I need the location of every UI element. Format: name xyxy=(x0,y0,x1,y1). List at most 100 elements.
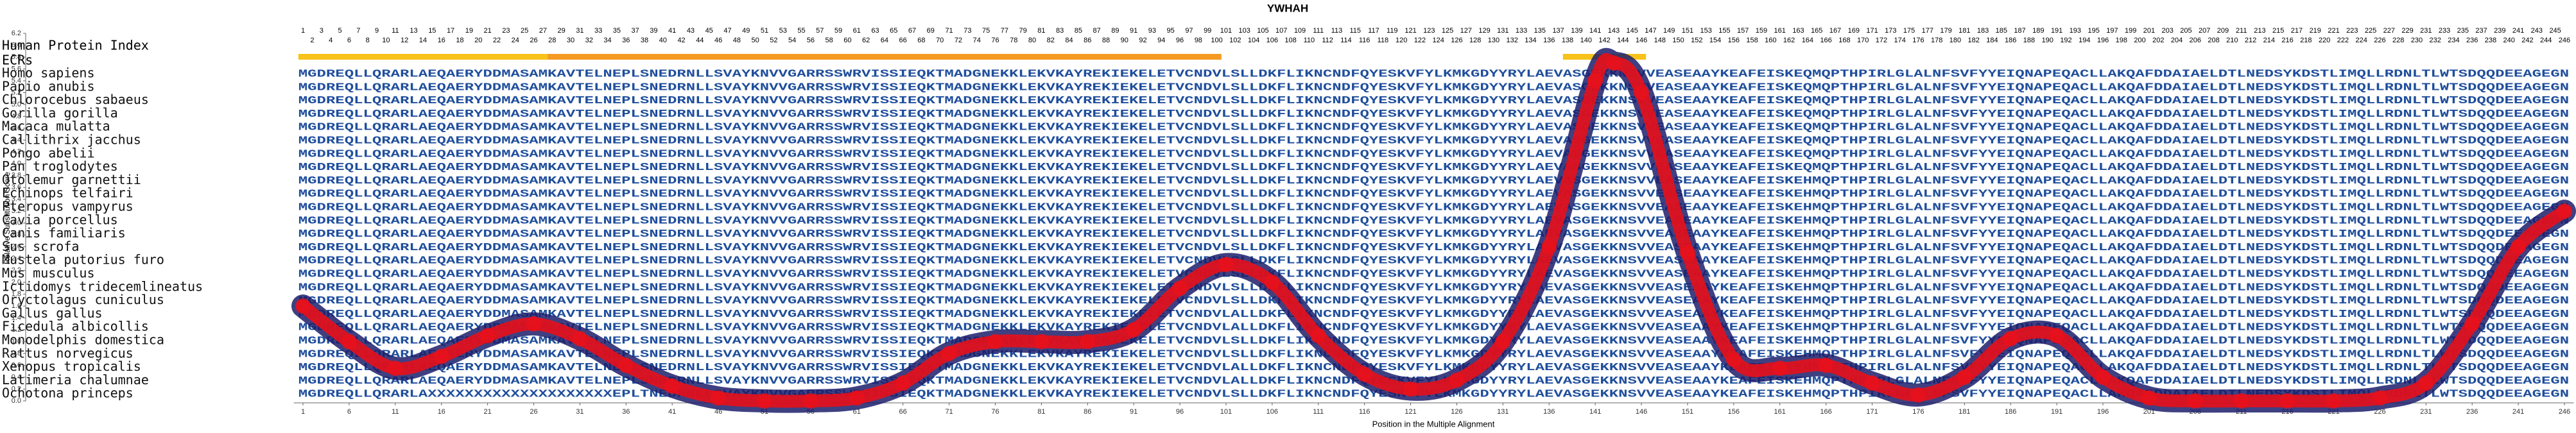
ecr-label: ECRs xyxy=(2,53,33,68)
x-tick-label: 16 xyxy=(438,408,445,416)
position-number: 195 xyxy=(2088,27,2099,35)
score-point xyxy=(1864,375,1880,391)
position-number: 77 xyxy=(1001,27,1008,35)
position-number: 197 xyxy=(2106,27,2118,35)
species-name: Sus scrofa xyxy=(2,239,79,254)
position-number: 87 xyxy=(1093,27,1101,35)
position-number: 43 xyxy=(687,27,695,35)
y-tick-label: 3.4 xyxy=(12,196,21,203)
x-tick-label: 111 xyxy=(1313,408,1324,416)
position-number: 153 xyxy=(1700,27,1712,35)
position-number: 177 xyxy=(1922,27,1933,35)
x-tick-label: 236 xyxy=(2466,408,2478,416)
score-point xyxy=(1033,334,1050,350)
y-tick-label: 1.2 xyxy=(12,326,21,334)
position-number: 44 xyxy=(696,37,704,44)
x-tick-label: 176 xyxy=(1912,408,1924,416)
position-number: 91 xyxy=(1130,27,1137,35)
position-number: 17 xyxy=(447,27,454,35)
position-number: 128 xyxy=(1469,37,1481,44)
position-number: 64 xyxy=(881,37,888,44)
position-number: 241 xyxy=(2512,27,2524,35)
species-name: Papio anubis xyxy=(2,78,95,94)
position-number: 164 xyxy=(1802,37,1813,44)
position-number: 235 xyxy=(2457,27,2469,35)
position-number: 19 xyxy=(465,27,473,35)
position-number: 192 xyxy=(2060,37,2071,44)
position-number: 113 xyxy=(1331,27,1343,35)
position-number: 60 xyxy=(843,37,851,44)
score-point xyxy=(2511,239,2527,255)
ecr-band xyxy=(548,54,1222,60)
position-number: 188 xyxy=(2023,37,2035,44)
position-number: 162 xyxy=(1783,37,1795,44)
species-name: Latimeria chalumnae xyxy=(2,372,149,387)
position-number: 24 xyxy=(512,37,519,44)
position-number: 10 xyxy=(382,37,390,44)
position-number: 120 xyxy=(1396,37,1407,44)
species-name: Xenopus tropicalis xyxy=(2,359,141,374)
position-number: 45 xyxy=(705,27,713,35)
position-number: 23 xyxy=(502,27,510,35)
score-point xyxy=(2418,375,2434,391)
position-number: 231 xyxy=(2420,27,2432,35)
position-number: 102 xyxy=(1229,37,1241,44)
y-tick-label: 1.6 xyxy=(12,302,21,310)
position-number: 237 xyxy=(2475,27,2487,35)
x-tick-label: 1 xyxy=(301,408,305,416)
position-number: 189 xyxy=(2032,27,2044,35)
position-number: 154 xyxy=(1709,37,1721,44)
position-number: 144 xyxy=(1617,37,1629,44)
score-point xyxy=(2003,330,2019,346)
x-tick-label: 31 xyxy=(576,408,583,416)
position-number: 206 xyxy=(2190,37,2201,44)
position-number: 223 xyxy=(2346,27,2358,35)
position-number: 111 xyxy=(1313,27,1324,35)
position-number: 131 xyxy=(1497,27,1508,35)
x-tick-label: 66 xyxy=(899,408,907,416)
x-tick-label: 151 xyxy=(1682,408,1693,416)
position-number: 225 xyxy=(2365,27,2376,35)
position-number: 119 xyxy=(1387,27,1398,35)
x-tick-label: 156 xyxy=(1728,408,1740,416)
y-tick-label: 2.4 xyxy=(12,255,21,262)
position-number: 129 xyxy=(1478,27,1490,35)
position-number: 168 xyxy=(1838,37,1850,44)
position-number: 108 xyxy=(1284,37,1296,44)
species-name: Ictidomys tridecemlineatus xyxy=(2,278,203,294)
sequence: MGDREQLLQRARLAEQAERYDDMASAMKAVTELNEPLSNE… xyxy=(298,68,2569,80)
sequence: MGDREQLLQRARLAEQAERYDDMASAMKAVTELNEPLSNE… xyxy=(298,282,2569,294)
position-number: 93 xyxy=(1148,27,1156,35)
score-point xyxy=(2326,393,2342,409)
position-number: 208 xyxy=(2208,37,2219,44)
position-number: 203 xyxy=(2161,27,2173,35)
position-number: 9 xyxy=(375,27,379,35)
x-tick-label: 191 xyxy=(2051,408,2062,416)
position-number: 220 xyxy=(2319,37,2330,44)
sequence: MGDREQLLQRARLAEQAERYDDMASAMKAVTELNEPLSNE… xyxy=(298,268,2569,280)
position-number: 6 xyxy=(347,37,351,44)
x-tick-label: 246 xyxy=(2559,408,2570,416)
position-number: 178 xyxy=(1931,37,1942,44)
position-number: 90 xyxy=(1121,37,1128,44)
position-number: 126 xyxy=(1451,37,1462,44)
score-point xyxy=(1725,352,1742,368)
y-tick-label: 4.8 xyxy=(12,112,21,120)
position-number: 180 xyxy=(1949,37,1961,44)
score-point xyxy=(2372,390,2388,406)
position-number: 114 xyxy=(1340,37,1352,44)
position-number: 228 xyxy=(2392,37,2404,44)
position-number: 238 xyxy=(2485,37,2496,44)
score-point xyxy=(1403,381,1419,397)
x-tick-label: 91 xyxy=(1130,408,1137,416)
position-number: 136 xyxy=(1543,37,1555,44)
score-point xyxy=(480,328,496,344)
position-number: 53 xyxy=(779,27,787,35)
position-number: 31 xyxy=(576,27,583,35)
x-tick-label: 96 xyxy=(1176,408,1184,416)
position-number: 147 xyxy=(1645,27,1656,35)
x-tick-label: 146 xyxy=(1636,408,1647,416)
position-number: 143 xyxy=(1608,27,1620,35)
position-number: 63 xyxy=(871,27,879,35)
position-number: 48 xyxy=(733,37,741,44)
